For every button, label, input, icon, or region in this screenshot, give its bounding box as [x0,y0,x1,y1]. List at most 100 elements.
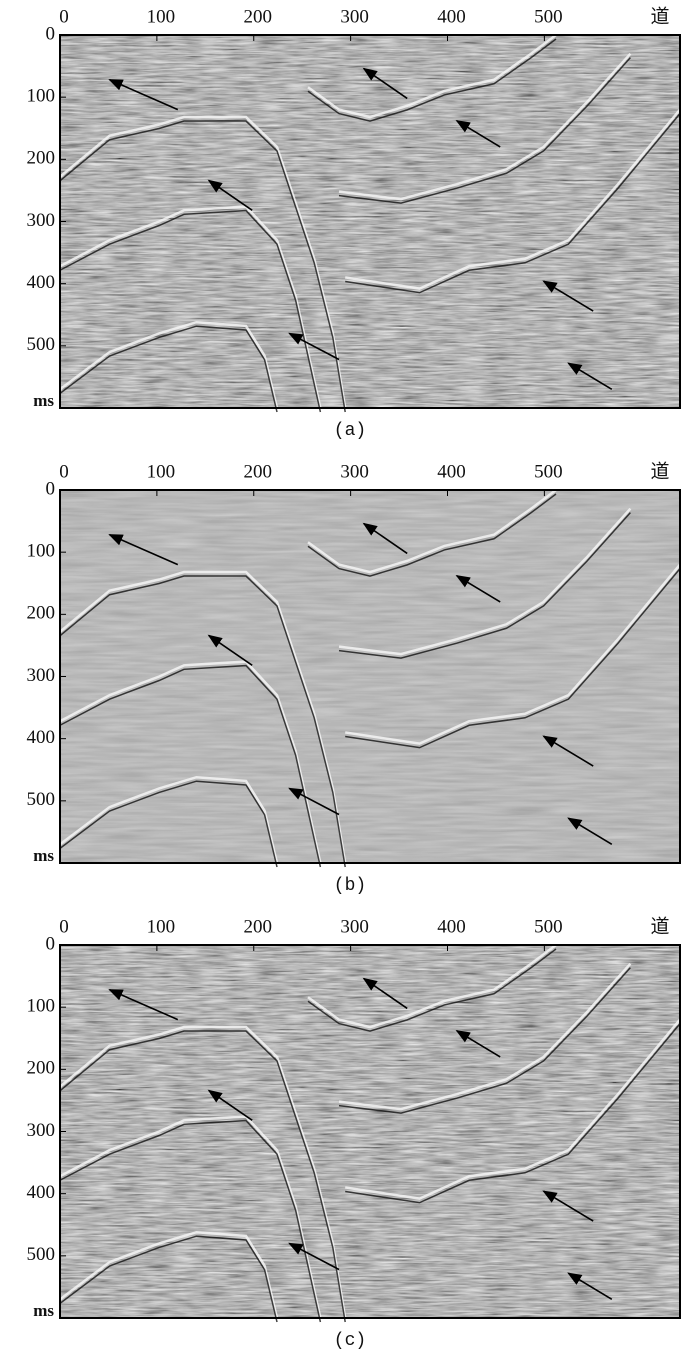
reflector [338,57,631,204]
reflector [338,507,632,656]
reflector [307,493,557,577]
reflector [59,570,347,864]
reflector [59,664,322,868]
reflector [338,52,632,201]
caption: (b) [334,876,366,896]
arrow [455,1030,501,1058]
arrow [542,735,594,767]
caption: (a) [334,421,366,441]
reflector [59,575,346,868]
x-tick-label: 200 [244,461,273,482]
reflector [307,944,557,1029]
x-tick-label: 0 [59,6,69,27]
y-axis-label: ms [33,391,54,410]
y-tick-label: 300 [27,210,56,231]
x-tick-label: 400 [437,6,466,27]
arrow [567,1272,613,1301]
reflector [59,320,279,409]
caption: (c) [334,1331,366,1349]
arrow [567,817,613,846]
y-tick-label: 0 [46,478,56,499]
reflector [345,563,681,745]
reflector [59,1235,278,1323]
arrow [362,977,408,1010]
y-axis-label: ms [33,1301,54,1320]
y-tick-label: 500 [27,334,56,355]
x-tick-label: 400 [437,461,466,482]
reflector [59,120,346,413]
reflector [59,325,278,413]
y-tick-label: 200 [27,148,56,169]
y-tick-label: 100 [27,86,56,107]
reflector [59,775,279,864]
reflector [338,962,632,1111]
y-tick-label: 0 [46,23,56,44]
x-tick-label: 500 [534,461,563,482]
arrow [108,79,179,111]
arrow [207,1089,253,1121]
y-axis-label: ms [33,846,54,865]
reflector [59,115,347,409]
arrow [288,1242,340,1271]
y-tick-label: 200 [27,603,56,624]
reflector [345,1018,681,1200]
reflector [59,1230,279,1319]
y-tick-label: 500 [27,789,56,810]
arrow [455,575,501,603]
x-axis-label: 道 [650,460,669,482]
reflector [59,1030,346,1323]
section-texture [60,35,680,408]
x-tick-label: 0 [59,916,69,937]
section-texture [60,945,680,1318]
y-tick-label: 100 [27,541,56,562]
arrow [362,67,408,100]
arrow [288,787,340,816]
y-tick-label: 400 [27,727,56,748]
reflector [345,108,681,290]
arrow [288,332,340,361]
reflector [307,38,557,122]
reflector [345,568,681,749]
arrow [455,120,501,148]
x-axis-label: 道 [650,5,669,27]
reflector [59,780,278,868]
y-tick-label: 500 [27,1244,56,1265]
y-tick-label: 300 [27,1120,56,1141]
reflector [307,948,557,1032]
x-axis-label: 道 [650,915,669,937]
x-tick-label: 300 [340,6,369,27]
x-tick-label: 500 [534,916,563,937]
y-tick-label: 100 [27,996,56,1017]
arrow [207,634,253,666]
y-tick-label: 400 [27,1182,56,1203]
reflector [338,512,631,659]
reflector [307,489,557,574]
reflector [338,967,631,1114]
x-tick-label: 400 [437,916,466,937]
arrow [108,989,179,1021]
y-tick-label: 0 [46,933,56,954]
arrow [207,179,253,211]
reflector [59,209,322,413]
reflector [307,34,557,119]
arrow [542,280,594,312]
x-tick-label: 300 [340,461,369,482]
reflector [59,1025,347,1319]
reflector [59,1119,322,1323]
reflector [345,113,681,294]
arrow [567,362,613,391]
x-tick-label: 300 [340,916,369,937]
x-tick-label: 200 [244,916,273,937]
arrow [362,522,408,555]
x-tick-label: 100 [147,916,176,937]
x-tick-label: 500 [534,6,563,27]
arrow [108,534,179,566]
y-tick-label: 300 [27,665,56,686]
arrow [542,1190,594,1222]
y-tick-label: 200 [27,1058,56,1079]
x-tick-label: 100 [147,6,176,27]
y-tick-label: 400 [27,272,56,293]
x-tick-label: 100 [147,461,176,482]
reflector [345,1023,681,1204]
